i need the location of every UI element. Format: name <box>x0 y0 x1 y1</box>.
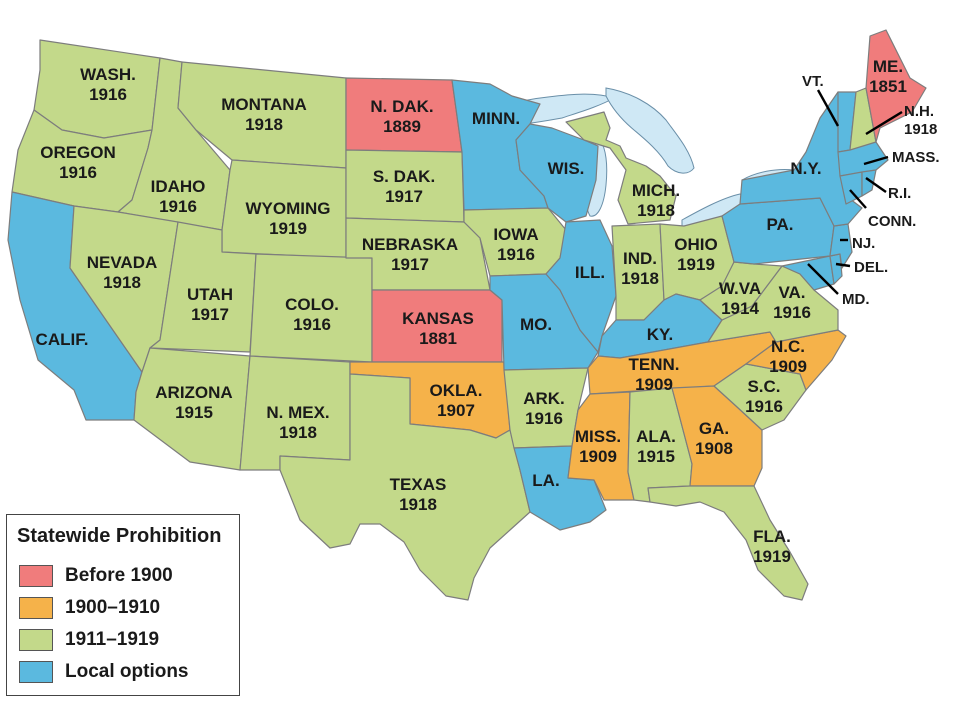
label-ndak: N. DAK. 1889 <box>370 97 433 136</box>
legend-item-local-options: Local options <box>19 659 189 685</box>
label-ky: KY. <box>647 325 673 344</box>
label-ala: ALA. 1915 <box>636 427 676 466</box>
label-sdak: S. DAK. 1917 <box>373 167 435 206</box>
label-sc: S.C. 1916 <box>745 377 783 416</box>
label-calif: CALIF. <box>36 330 89 349</box>
label-ohio: OHIO 1919 <box>674 235 717 274</box>
legend-swatch-before-1900 <box>19 565 53 587</box>
label-minn: MINN. <box>472 109 520 128</box>
label-wis: WIS. <box>548 159 585 178</box>
label-mich: MICH. 1918 <box>632 181 680 220</box>
legend-swatch-1911-1919 <box>19 629 53 651</box>
label-wyoming: WYOMING 1919 <box>246 199 331 238</box>
label-ga: GA. 1908 <box>695 419 733 458</box>
label-mo: MO. <box>520 315 552 334</box>
label-ny: N.Y. <box>790 159 821 178</box>
label-nmex: N. MEX. 1918 <box>266 403 329 442</box>
label-del: DEL. <box>854 259 888 276</box>
state-ill <box>545 219 617 353</box>
label-mass: MASS. <box>892 149 940 166</box>
legend-item-1900-1910: 1900–1910 <box>19 595 160 621</box>
label-idaho: IDAHO 1916 <box>151 177 206 216</box>
label-wash: WASH. 1916 <box>80 65 136 104</box>
label-ark: ARK. 1916 <box>523 389 565 428</box>
label-kansas: KANSAS 1881 <box>402 309 474 348</box>
label-fla: FLA. 1919 <box>753 527 791 566</box>
label-vt: VT. <box>802 73 824 90</box>
lake-huron <box>605 87 695 174</box>
label-colo: COLO. 1916 <box>285 295 339 334</box>
legend-label-before-1900: Before 1900 <box>65 565 173 586</box>
legend-label-1900-1910: 1900–1910 <box>65 597 161 618</box>
legend-item-before-1900: Before 1900 <box>19 563 173 589</box>
label-me: ME. 1851 <box>869 57 907 96</box>
legend-label-local-options: Local options <box>65 661 189 682</box>
label-ri: R.I. <box>888 185 911 202</box>
label-ill: ILL. <box>575 263 605 282</box>
label-texas: TEXAS 1918 <box>390 475 447 514</box>
label-arizona: ARIZONA 1915 <box>155 383 232 422</box>
state-labels: WASH. 1916 OREGON 1916 CALIF. IDAHO 1916 NE… <box>36 57 940 566</box>
label-nebraska: NEBRASKA 1917 <box>362 235 458 274</box>
label-oregon: OREGON 1916 <box>40 143 116 182</box>
label-utah: UTAH 1917 <box>187 285 233 324</box>
state-ri <box>861 169 877 197</box>
label-nc: N.C. 1909 <box>769 337 807 376</box>
legend-label-1911-1919: 1911–1919 <box>65 629 160 650</box>
state-me <box>865 29 927 143</box>
label-nh: N.H. 1918 <box>904 103 937 138</box>
label-conn: CONN. <box>868 213 916 230</box>
state-wis <box>515 123 599 223</box>
leader-ri <box>865 177 887 193</box>
label-va: VA. 1916 <box>773 283 811 322</box>
legend-title: Statewide Prohibition <box>17 525 222 547</box>
leader-mass <box>863 155 889 166</box>
state-kansas <box>371 289 503 363</box>
leader-md <box>807 263 839 295</box>
label-tenn: TENN. 1909 <box>629 355 680 394</box>
state-fla <box>647 485 809 601</box>
state-md <box>781 255 835 291</box>
legend: Statewide Prohibition Before 1900 1900–1… <box>6 514 240 696</box>
state-sdak <box>345 149 465 223</box>
label-miss: MISS. 1909 <box>575 427 621 466</box>
legend-swatch-local-options <box>19 661 53 683</box>
leader-vt <box>816 89 840 127</box>
state-mich <box>565 111 677 225</box>
leader-nh <box>865 110 903 136</box>
label-la: LA. <box>532 471 559 490</box>
legend-item-1911-1919: 1911–1919 <box>19 627 159 653</box>
label-pa: PA. <box>766 215 793 234</box>
legend-swatch-1900-1910 <box>19 597 53 619</box>
label-wva: W.VA 1914 <box>719 279 761 318</box>
label-iowa: IOWA 1916 <box>493 225 538 264</box>
label-okla: OKLA. 1907 <box>430 381 483 420</box>
state-texas <box>279 373 531 601</box>
leader-del <box>835 262 851 268</box>
leader-conn <box>849 189 867 209</box>
label-ind: IND. 1918 <box>621 249 659 288</box>
label-md: MD. <box>842 291 870 308</box>
label-nj: NJ. <box>852 235 875 252</box>
label-montana: MONTANA 1918 <box>221 95 307 134</box>
label-nevada: NEVADA 1918 <box>87 253 158 292</box>
